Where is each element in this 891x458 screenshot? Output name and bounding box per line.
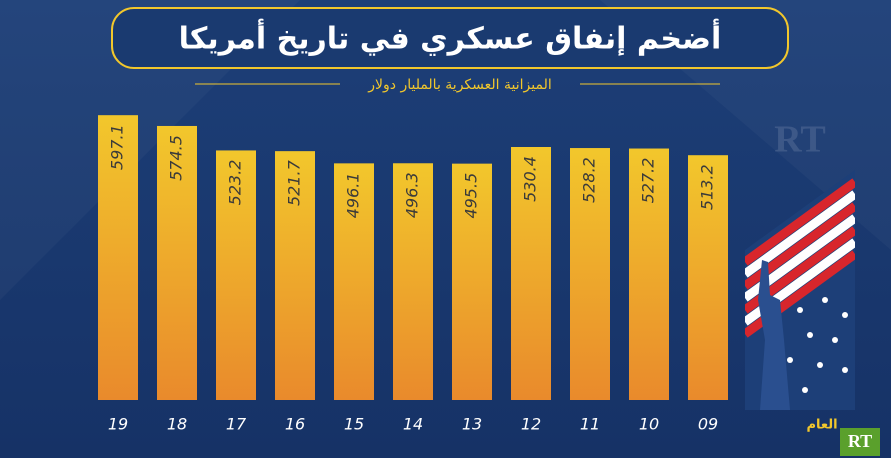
x-tick-label: 12 bbox=[521, 415, 541, 434]
x-tick-label: 19 bbox=[108, 415, 128, 434]
value-label: 496.3 bbox=[403, 172, 422, 218]
bar bbox=[334, 163, 374, 400]
bar bbox=[570, 148, 610, 400]
bar bbox=[157, 125, 197, 400]
bar bbox=[275, 151, 315, 400]
value-label: 527.2 bbox=[639, 158, 658, 204]
value-label: 496.1 bbox=[344, 172, 363, 218]
x-tick-label: 13 bbox=[462, 415, 482, 434]
bar bbox=[98, 115, 138, 401]
chart-subtitle: الميزانية العسكرية بالمليار دولار bbox=[367, 77, 551, 93]
value-label: 521.7 bbox=[285, 159, 304, 206]
x-axis-label: العام bbox=[806, 418, 837, 433]
logo: RT bbox=[848, 431, 872, 451]
bar bbox=[511, 146, 551, 400]
bar bbox=[629, 148, 669, 400]
x-tick-label: 11 bbox=[580, 415, 600, 434]
value-label: 574.5 bbox=[167, 135, 186, 181]
value-label: 597.1 bbox=[108, 124, 127, 170]
bar bbox=[393, 163, 433, 400]
flag bbox=[745, 170, 855, 410]
bar bbox=[216, 150, 256, 400]
value-label: 523.2 bbox=[226, 160, 245, 206]
x-tick-label: 18 bbox=[167, 415, 187, 434]
x-tick-label: 10 bbox=[639, 415, 659, 434]
value-label: 513.2 bbox=[698, 164, 717, 210]
watermark-logo: RT bbox=[774, 119, 825, 161]
logo-box bbox=[840, 428, 880, 456]
value-label: 530.4 bbox=[521, 156, 540, 202]
value-label: 495.5 bbox=[462, 173, 481, 219]
bar bbox=[688, 155, 728, 400]
title-box bbox=[111, 7, 789, 69]
x-tick-label: 09 bbox=[698, 415, 718, 434]
bar bbox=[452, 163, 492, 400]
x-tick-label: 14 bbox=[403, 415, 423, 434]
x-tick-label: 17 bbox=[226, 415, 247, 434]
value-label: 528.2 bbox=[580, 157, 599, 203]
x-tick-label: 15 bbox=[344, 415, 364, 434]
x-tick-label: 16 bbox=[285, 415, 305, 434]
chart-title: أضخم إنفاق عسكري في تاريخ أمريكا bbox=[179, 19, 722, 57]
